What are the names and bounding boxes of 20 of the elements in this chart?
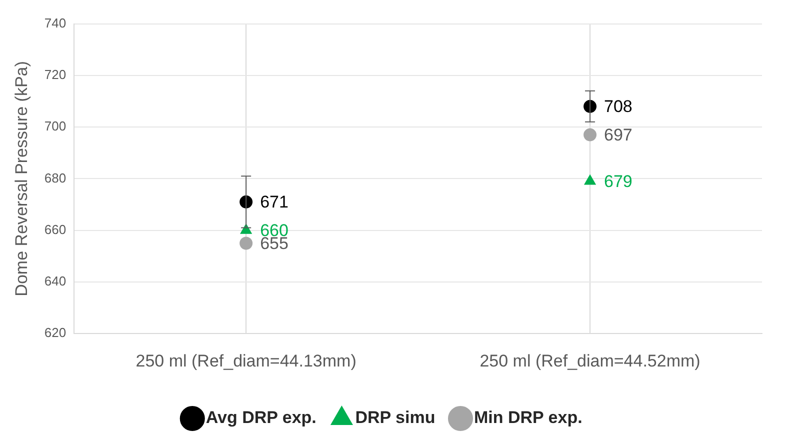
y-tick-label: 740: [44, 15, 66, 30]
data-label: 679: [604, 172, 632, 191]
y-axis-title: Dome Reversal Pressure (kPa): [12, 61, 31, 296]
point: [584, 128, 597, 142]
point: [240, 236, 253, 250]
y-tick-label: 680: [44, 170, 66, 186]
y-tick-label: 720: [44, 67, 66, 82]
x-tick-label: 250 ml (Ref_diam=44.13mm): [136, 351, 356, 370]
y-tick-label: 640: [44, 274, 66, 289]
data-label: 697: [604, 126, 632, 144]
x-tick-label: 250 ml (Ref_diam=44.52mm): [480, 351, 700, 370]
point: [584, 174, 596, 185]
legend-label: DRP simu: [355, 408, 436, 428]
y-tick-label: 620: [44, 325, 66, 340]
legend-label: Avg DRP exp.: [206, 408, 316, 428]
data-label: 671: [260, 192, 288, 212]
legend-label: Min DRP exp.: [474, 408, 582, 428]
y-tick-label: 660: [44, 222, 66, 237]
data-label: 708: [604, 97, 632, 116]
y-tick-label: 700: [44, 118, 66, 134]
